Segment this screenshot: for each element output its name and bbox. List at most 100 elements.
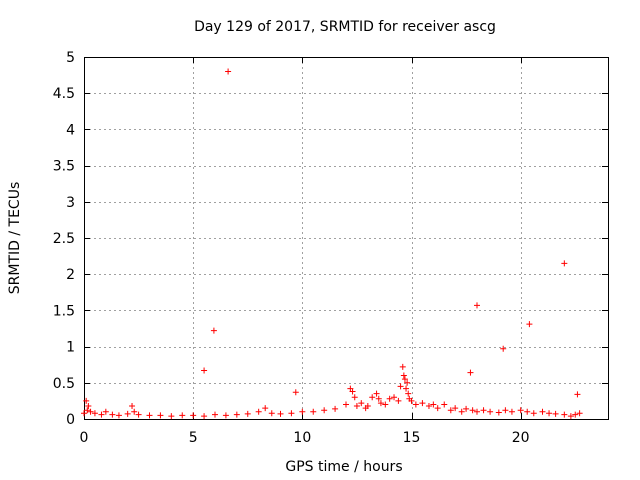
data-point <box>526 321 533 328</box>
data-point <box>351 394 358 401</box>
data-point <box>332 405 339 412</box>
data-point <box>225 68 232 75</box>
data-point <box>400 372 407 379</box>
data-point <box>288 410 295 417</box>
y-tick-label: 0.5 <box>53 376 75 392</box>
data-point <box>131 408 138 415</box>
data-point <box>98 411 105 418</box>
data-point <box>401 376 408 383</box>
data-point <box>397 383 404 390</box>
data-point <box>404 379 411 386</box>
data-point <box>244 410 251 417</box>
data-point <box>157 412 164 419</box>
data-point <box>201 367 208 374</box>
data-point <box>395 397 402 404</box>
data-point <box>84 407 91 414</box>
data-point <box>87 408 94 415</box>
x-tick-label: 5 <box>189 430 198 446</box>
data-point <box>561 411 568 418</box>
y-tick-label: 4 <box>66 122 75 138</box>
data-point <box>419 400 426 407</box>
data-point <box>467 369 474 376</box>
y-tick-label: 2 <box>66 267 75 283</box>
data-point <box>405 390 412 397</box>
data-point <box>210 327 217 334</box>
data-point <box>474 302 480 309</box>
data-point <box>441 401 448 408</box>
data-point <box>222 412 229 419</box>
data-point <box>452 405 459 412</box>
data-point <box>524 408 531 415</box>
data-point <box>310 408 317 415</box>
data-point <box>146 412 153 419</box>
y-tick-label: 2.5 <box>53 231 75 247</box>
data-point <box>364 402 371 409</box>
y-tick-label: 4.5 <box>53 86 75 102</box>
y-tick-label: 3 <box>66 195 75 211</box>
data-point <box>386 395 393 402</box>
y-tick-label: 5 <box>66 50 75 66</box>
y-tick-label: 1.5 <box>53 303 75 319</box>
data-point <box>262 405 269 412</box>
data-point <box>458 408 465 415</box>
data-point <box>567 413 574 420</box>
data-point <box>102 408 109 415</box>
data-point <box>109 411 116 418</box>
data-point <box>546 410 553 417</box>
axis-ticks: 0 0.5 1 1.5 2 2.5 3 3.5 4 4.5 5 0 5 10 15 20 <box>53 50 608 446</box>
data-point <box>474 408 480 415</box>
data-points <box>81 68 583 420</box>
data-point <box>91 410 98 417</box>
data-point <box>255 408 262 415</box>
data-point <box>168 413 175 420</box>
grid-lines <box>84 57 608 419</box>
data-point <box>574 391 581 398</box>
data-point <box>495 409 502 416</box>
x-tick-label: 15 <box>403 430 421 446</box>
data-point <box>539 408 546 415</box>
data-point <box>358 400 365 407</box>
data-point <box>576 410 583 417</box>
data-point <box>212 411 218 418</box>
data-point <box>382 401 389 408</box>
data-point <box>115 412 122 419</box>
data-point <box>447 407 454 414</box>
data-point <box>299 408 306 415</box>
data-point <box>502 407 509 414</box>
data-point <box>85 402 92 409</box>
x-tick-label: 20 <box>512 430 530 446</box>
data-point <box>83 397 90 404</box>
data-point <box>321 407 328 414</box>
data-point <box>277 410 284 417</box>
data-point <box>179 412 186 419</box>
data-point <box>412 401 419 408</box>
data-point <box>349 388 356 395</box>
data-point <box>233 411 240 418</box>
data-point <box>124 410 131 417</box>
x-axis-label: GPS time / hours <box>285 459 402 475</box>
data-point <box>463 405 470 412</box>
data-point <box>403 385 410 392</box>
data-point <box>425 402 432 409</box>
data-point <box>353 402 360 409</box>
data-point <box>268 410 275 417</box>
data-point <box>343 401 349 408</box>
data-point <box>399 363 406 370</box>
data-point <box>430 401 437 408</box>
data-point <box>508 408 515 415</box>
y-axis-label: SRMTID / TECUs <box>7 182 23 295</box>
data-point <box>517 407 524 414</box>
data-point <box>81 410 87 417</box>
data-point <box>369 394 376 401</box>
data-point <box>373 390 380 397</box>
data-point <box>530 410 537 417</box>
data-point <box>434 405 441 412</box>
data-point <box>375 395 382 402</box>
data-point <box>480 407 487 414</box>
y-tick-label: 0 <box>66 412 75 428</box>
data-point <box>377 400 384 407</box>
data-point <box>201 413 208 420</box>
data-point <box>500 345 507 352</box>
data-point <box>561 260 568 267</box>
